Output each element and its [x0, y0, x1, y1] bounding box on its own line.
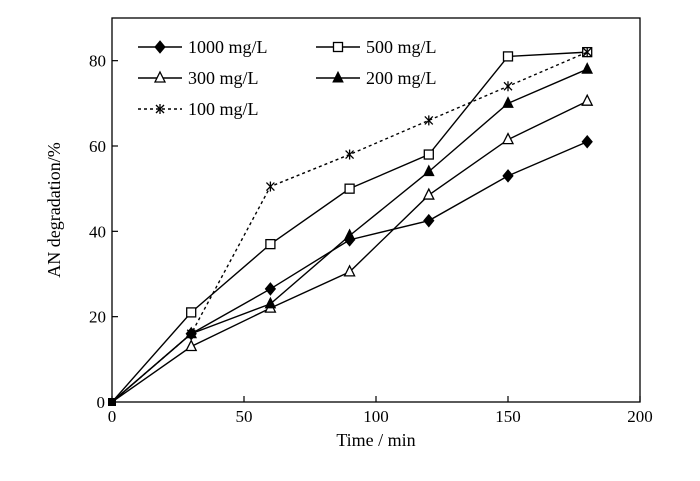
axis-ticks: 0 50 100 150 200 0 20 40 60 80: [89, 52, 653, 426]
x-tick-label: 50: [236, 407, 253, 426]
series-1: [108, 46, 593, 406]
data-point: [423, 213, 435, 228]
data-point: [186, 328, 196, 339]
legend-label: 200 mg/L: [366, 68, 437, 88]
data-point: [422, 164, 435, 177]
y-axis-title: AN degradation/%: [44, 142, 64, 277]
data-point: [502, 96, 514, 108]
legend-label: 300 mg/L: [188, 68, 259, 88]
legend-marker: [332, 41, 344, 53]
x-tick-label: 150: [495, 407, 521, 426]
data-point: [581, 134, 593, 149]
x-axis-title: Time / min: [336, 430, 415, 450]
data-point: [581, 93, 594, 106]
data-point: [344, 183, 355, 194]
series-2: [108, 93, 594, 406]
x-tick-label: 0: [108, 407, 117, 426]
data-point: [503, 81, 513, 92]
legend-label: 1000 mg/L: [188, 37, 268, 57]
x-tick-label: 200: [627, 407, 653, 426]
x-tick-label: 100: [363, 407, 389, 426]
legend-marker: [155, 104, 165, 114]
data-point: [343, 228, 356, 241]
data-point: [343, 264, 356, 277]
y-tick-label: 0: [97, 393, 106, 412]
series-line: [111, 51, 588, 403]
data-point: [186, 307, 197, 318]
legend-entry: 100 mg/L: [138, 99, 259, 119]
data-point: [265, 238, 276, 250]
data-point: [582, 47, 592, 58]
legend-entry: 200 mg/L: [316, 68, 437, 88]
legend-marker: [153, 70, 167, 83]
series-4: [108, 47, 592, 406]
legend-marker: [332, 70, 344, 83]
y-tick-label: 80: [89, 52, 106, 71]
data-point: [423, 149, 434, 160]
series-line: [111, 100, 588, 403]
legend-entry: 1000 mg/L: [138, 37, 268, 57]
legend: 1000 mg/L 500 mg/L 300 mg/L 200 mg/L 100 mg/…: [138, 37, 437, 119]
legend-entry: 300 mg/L: [138, 68, 259, 88]
data-point: [581, 62, 594, 74]
data-point: [108, 398, 116, 406]
y-tick-label: 20: [89, 308, 106, 327]
data-point: [264, 296, 277, 309]
legend-label: 500 mg/L: [366, 37, 437, 57]
legend-label: 100 mg/L: [188, 99, 259, 119]
data-point: [185, 339, 198, 352]
y-tick-label: 40: [89, 222, 106, 241]
series-group: [108, 46, 594, 406]
data-point: [422, 187, 435, 200]
legend-marker: [154, 40, 166, 54]
y-tick-label: 60: [89, 137, 106, 156]
data-point: [502, 51, 514, 62]
data-point: [502, 169, 514, 183]
series-line: [111, 51, 588, 403]
data-point: [265, 181, 275, 192]
data-point: [264, 282, 277, 296]
data-point: [424, 115, 434, 126]
data-point: [345, 149, 355, 160]
legend-entry: 500 mg/L: [316, 37, 437, 57]
data-point: [501, 132, 515, 145]
